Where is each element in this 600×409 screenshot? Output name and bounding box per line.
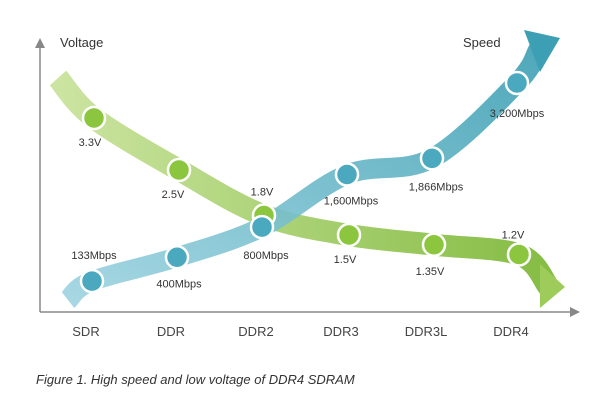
speed-data-label: 400Mbps bbox=[156, 278, 202, 290]
speed-point bbox=[249, 214, 275, 240]
x-tick-label: DDR3L bbox=[405, 324, 448, 339]
voltage-data-label: 1.2V bbox=[502, 230, 525, 242]
speed-data-label: 3,200Mbps bbox=[490, 108, 545, 120]
x-tick-label: DDR bbox=[157, 324, 185, 339]
voltage-band bbox=[49, 70, 557, 294]
x-tick-labels: SDR DDR DDR2 DDR3 DDR3L DDR4 bbox=[72, 324, 528, 339]
voltage-data-label: 3.3V bbox=[79, 137, 102, 149]
axes bbox=[35, 38, 580, 317]
speed-axis-title: Speed bbox=[463, 35, 501, 50]
speed-point bbox=[419, 146, 445, 171]
speed-point bbox=[334, 162, 360, 187]
speed-point bbox=[79, 268, 105, 294]
speed-point bbox=[504, 70, 530, 96]
voltage-point bbox=[336, 222, 362, 248]
voltage-point bbox=[166, 157, 192, 183]
speed-band bbox=[60, 44, 547, 308]
voltage-data-label: 1.8V bbox=[251, 187, 274, 199]
y-axis-title: Voltage bbox=[60, 35, 103, 50]
x-tick-label: DDR3 bbox=[323, 324, 358, 339]
voltage-data-label: 1.35V bbox=[416, 266, 445, 278]
series-bands bbox=[49, 30, 565, 308]
x-tick-label: DDR2 bbox=[238, 324, 273, 339]
voltage-band-arrowhead bbox=[540, 264, 565, 308]
x-axis-arrow bbox=[570, 307, 580, 317]
voltage-data-label: 1.5V bbox=[334, 254, 357, 266]
x-tick-label: SDR bbox=[72, 324, 99, 339]
speed-point bbox=[164, 245, 190, 270]
series-marks: 3.3V 2.5V 1.8V 1.5V 1.35V 1.2V 133Mbps 400Mbps 8… bbox=[71, 70, 545, 294]
voltage-point bbox=[421, 232, 447, 257]
figure-caption: Figure 1. High speed and low voltage of … bbox=[36, 372, 355, 387]
speed-data-label: 1,600Mbps bbox=[324, 196, 379, 208]
speed-band-arrowhead bbox=[524, 30, 560, 72]
speed-data-label: 800Mbps bbox=[243, 250, 289, 262]
voltage-point bbox=[506, 242, 532, 267]
voltage-point bbox=[81, 105, 107, 131]
speed-data-label: 133Mbps bbox=[71, 250, 117, 262]
x-tick-label: DDR4 bbox=[493, 324, 528, 339]
speed-data-label: 1,866Mbps bbox=[409, 181, 464, 193]
y-axis-arrow bbox=[35, 38, 45, 48]
voltage-data-label: 2.5V bbox=[162, 189, 185, 201]
